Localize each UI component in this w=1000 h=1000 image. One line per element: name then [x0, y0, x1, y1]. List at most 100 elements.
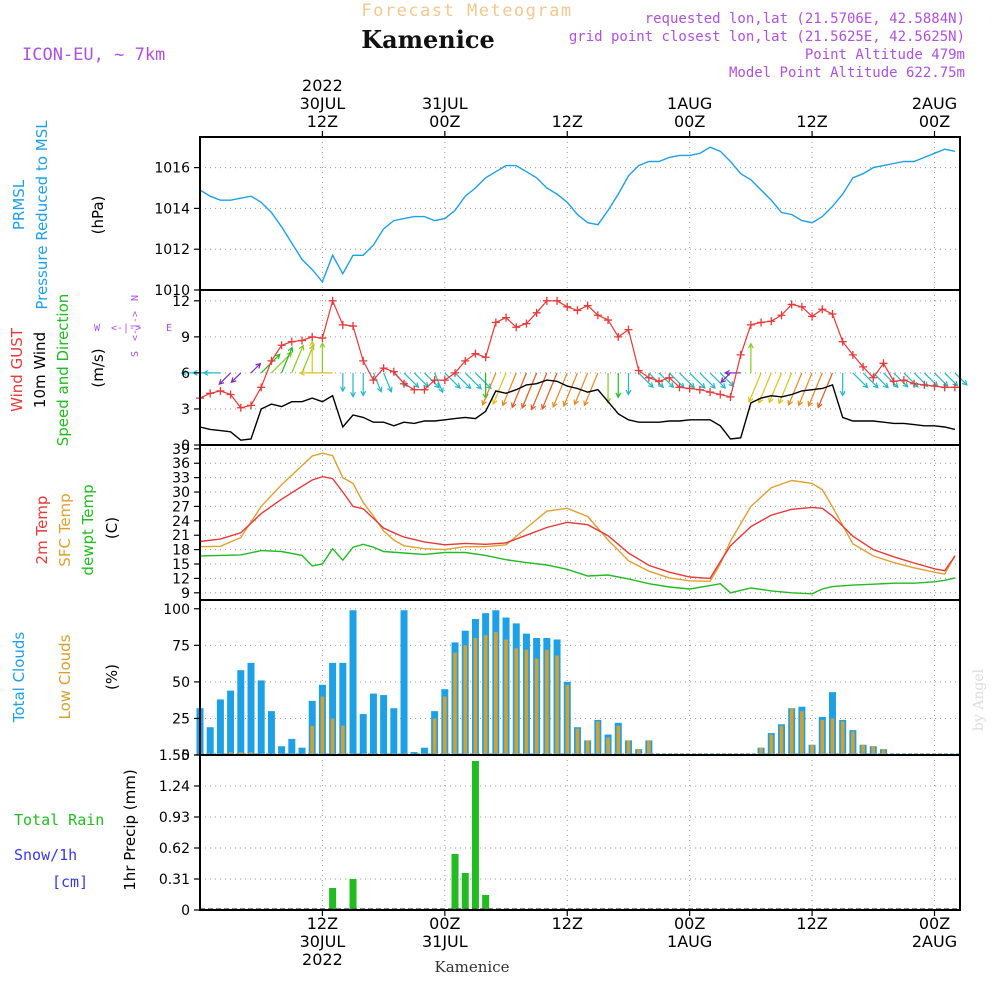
precip-ytick-label: 1.24	[159, 779, 190, 795]
total-cloud-bar	[267, 711, 275, 755]
wind-arrow-head	[465, 383, 472, 390]
low-cloud-bar	[779, 725, 784, 755]
wind-arrow	[372, 372, 382, 392]
wind-arrow-head	[541, 403, 547, 411]
gust-marker	[879, 359, 888, 368]
wind-arrow	[502, 372, 517, 406]
surface-temp-line	[199, 452, 956, 583]
wind-arrow	[778, 372, 793, 404]
grid-layer	[200, 137, 960, 910]
wind-arrow	[250, 363, 261, 374]
wind-gust-line	[199, 298, 955, 409]
top-time-label: 1AUG	[667, 94, 712, 113]
axes-layer: 1010101210141016036912912151821242730333…	[154, 76, 957, 969]
pressure-line	[199, 146, 956, 284]
footer-location: Kamenice	[435, 958, 510, 976]
precip-ytick-label: 1.55	[159, 748, 190, 764]
wind-arrow	[679, 372, 695, 389]
wind-arrow-head	[668, 382, 675, 389]
low-cloud-bar	[555, 655, 559, 755]
rain-bar	[349, 879, 357, 910]
requested-lonlat: requested lon,lat (21.5706E, 42.5884N)	[645, 11, 965, 27]
wind-arrow-head	[434, 382, 441, 389]
wind-arrow	[883, 372, 899, 388]
low-cloud-bar	[881, 749, 886, 755]
wind-arrow	[383, 372, 392, 392]
model-point-altitude: Model Point Altitude 622.75m	[729, 65, 965, 81]
compass-east: E	[166, 323, 172, 334]
total-cloud-bar	[410, 752, 418, 755]
wind-arrow	[709, 372, 726, 389]
low-cloud-bar	[341, 725, 345, 755]
gust-marker	[328, 296, 337, 305]
top-time-label: 12Z	[307, 112, 338, 131]
gust-marker	[410, 385, 419, 394]
wind-arrow-head	[191, 369, 198, 376]
total-cloud-bar	[369, 693, 377, 755]
gust-marker	[838, 337, 847, 346]
wind-arrow-head	[202, 369, 209, 376]
low-cloud-bar	[840, 721, 845, 755]
wind-arrow-head	[583, 400, 589, 407]
wind-arrow-head	[286, 351, 293, 358]
low-cloud-bar	[810, 744, 814, 755]
top-time-label: 12Z	[796, 112, 827, 131]
wind-arrow	[475, 372, 492, 389]
total-rain-label: Total Rain	[14, 811, 104, 829]
temp-ytick-label: 15	[172, 557, 190, 573]
top-time-label: 12Z	[552, 112, 583, 131]
total-cloud-bar	[206, 727, 214, 755]
gust-marker	[287, 337, 296, 346]
precip-ytick-label: 0.31	[159, 872, 190, 888]
wind-arrow	[464, 372, 482, 390]
wind-arrow-head	[319, 341, 326, 348]
gust-marker	[695, 385, 704, 394]
wind-arrow-head	[747, 396, 754, 403]
total-cloud-bar	[257, 680, 265, 755]
wind-arrow-head	[892, 382, 899, 389]
wind-arrow-head	[658, 382, 665, 389]
gust-marker	[338, 320, 347, 329]
wind-arrow	[852, 372, 869, 389]
wind-arrow	[541, 372, 558, 410]
gust-marker	[277, 341, 286, 350]
wind-arrow	[301, 345, 314, 374]
wind-arrow	[719, 372, 734, 387]
snow-label: Snow/1h	[14, 846, 77, 864]
model-label: ICON-EU, ~ 7km	[22, 45, 165, 65]
wind-arrow	[934, 372, 949, 387]
compass-vertical-arrow: <-|->	[130, 311, 141, 341]
low-cloud-bar	[239, 752, 243, 755]
precip-ytick-label: 0.62	[159, 841, 190, 857]
wind-arrow-head	[768, 397, 774, 404]
gust-marker	[247, 401, 256, 410]
wind-arrow-head	[218, 379, 225, 386]
wind-arrow-head	[615, 392, 622, 399]
panel-labels-layer: PRMSL Pressure Reduced to MSL (hPa) Wind GU…	[8, 120, 139, 891]
pressure-panel-frame	[199, 136, 961, 291]
low-cloud-bar	[861, 744, 865, 755]
wind-panel-frame	[199, 289, 961, 446]
gust-marker	[634, 366, 643, 375]
clouds-ytick-label: 75	[172, 638, 190, 654]
total-cloud-bar	[380, 695, 388, 755]
low-cloud-bar	[585, 740, 590, 755]
wind-arrow-head	[454, 383, 461, 389]
wind-arrow-head	[274, 353, 281, 360]
wind-arrow-head	[807, 400, 813, 408]
gust-marker	[563, 302, 572, 311]
wind-arrow-head	[961, 379, 968, 386]
gust-marker	[604, 316, 613, 325]
wind-arrow-head	[648, 382, 654, 389]
low-cloud-bar	[330, 718, 335, 755]
wind-arrow-head	[839, 390, 846, 397]
gust-marker	[440, 376, 449, 385]
wind-arrow	[817, 372, 834, 408]
low-cloud-bar	[463, 645, 468, 755]
temp-ytick-label: 36	[172, 456, 190, 472]
wind-arrow	[511, 372, 527, 408]
low-cloud-bar	[647, 740, 651, 755]
wind-arrow-head	[476, 383, 482, 390]
wind-arrow-head	[230, 377, 237, 384]
gust-marker	[522, 319, 531, 328]
